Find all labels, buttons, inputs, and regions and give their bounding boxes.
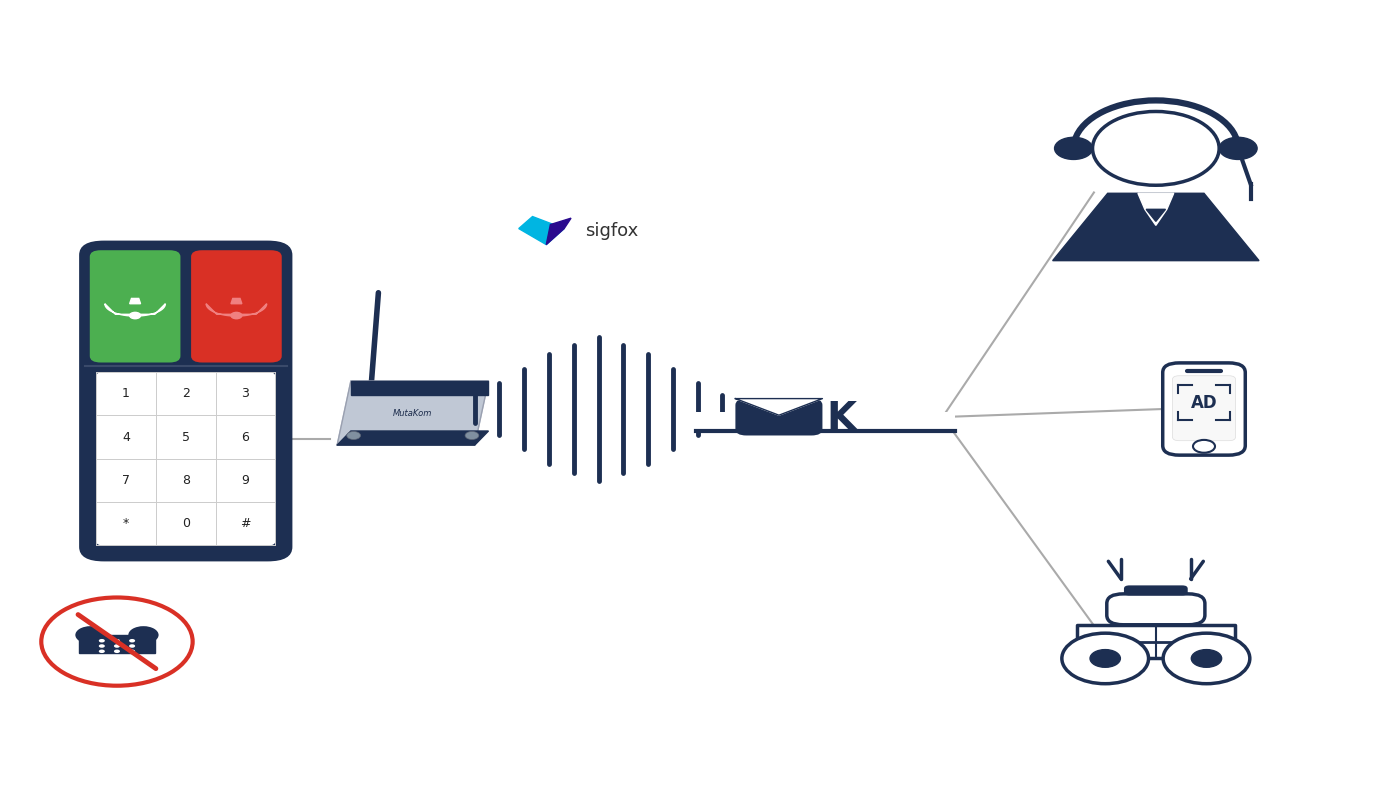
Text: #: # [241, 517, 250, 530]
Text: 2: 2 [182, 387, 190, 400]
Circle shape [76, 626, 106, 644]
Text: 9: 9 [242, 474, 249, 487]
Circle shape [41, 597, 193, 686]
Polygon shape [105, 304, 165, 316]
Polygon shape [129, 298, 140, 304]
Text: 7: 7 [122, 474, 131, 487]
Polygon shape [351, 381, 488, 395]
Polygon shape [1076, 625, 1236, 658]
Circle shape [99, 644, 105, 648]
Polygon shape [1138, 193, 1174, 225]
Text: 5: 5 [182, 431, 190, 444]
Polygon shape [1053, 193, 1259, 261]
Text: sigfox: sigfox [585, 222, 638, 240]
FancyBboxPatch shape [1124, 585, 1187, 595]
FancyBboxPatch shape [696, 412, 955, 431]
Polygon shape [735, 399, 823, 415]
Polygon shape [519, 217, 564, 245]
FancyBboxPatch shape [735, 399, 823, 435]
Circle shape [99, 639, 105, 642]
Polygon shape [337, 381, 488, 445]
Polygon shape [231, 298, 242, 304]
Text: MutaKom: MutaKom [394, 408, 432, 418]
Circle shape [1090, 650, 1120, 667]
Circle shape [1163, 634, 1249, 683]
FancyBboxPatch shape [1172, 375, 1236, 441]
Circle shape [129, 650, 135, 653]
Circle shape [1054, 137, 1093, 160]
Polygon shape [80, 635, 154, 653]
Text: K: K [827, 400, 856, 438]
Text: 3: 3 [242, 387, 249, 400]
Text: *: * [122, 517, 129, 530]
FancyBboxPatch shape [96, 372, 275, 545]
Circle shape [129, 639, 135, 642]
Circle shape [1219, 137, 1258, 160]
FancyBboxPatch shape [80, 241, 293, 561]
Circle shape [114, 650, 120, 653]
Text: 1: 1 [122, 387, 129, 400]
Circle shape [1192, 650, 1222, 667]
Polygon shape [1146, 209, 1165, 221]
Circle shape [114, 644, 120, 648]
Circle shape [129, 644, 135, 648]
Polygon shape [546, 218, 571, 245]
Circle shape [465, 431, 479, 439]
Polygon shape [206, 304, 267, 316]
Circle shape [1193, 439, 1215, 452]
FancyBboxPatch shape [1106, 593, 1205, 625]
Text: 6: 6 [242, 431, 249, 444]
Circle shape [129, 312, 140, 318]
FancyBboxPatch shape [191, 250, 282, 363]
Circle shape [231, 312, 242, 318]
Text: 0: 0 [182, 517, 190, 530]
Circle shape [99, 650, 105, 653]
Circle shape [347, 431, 361, 439]
Circle shape [128, 626, 158, 644]
Text: AD: AD [1190, 394, 1218, 411]
FancyBboxPatch shape [1163, 363, 1245, 456]
Polygon shape [337, 431, 488, 445]
FancyBboxPatch shape [89, 250, 180, 363]
Circle shape [1093, 111, 1219, 185]
Text: 4: 4 [122, 431, 129, 444]
Circle shape [114, 639, 120, 642]
Circle shape [1062, 634, 1149, 683]
Text: 8: 8 [182, 474, 190, 487]
